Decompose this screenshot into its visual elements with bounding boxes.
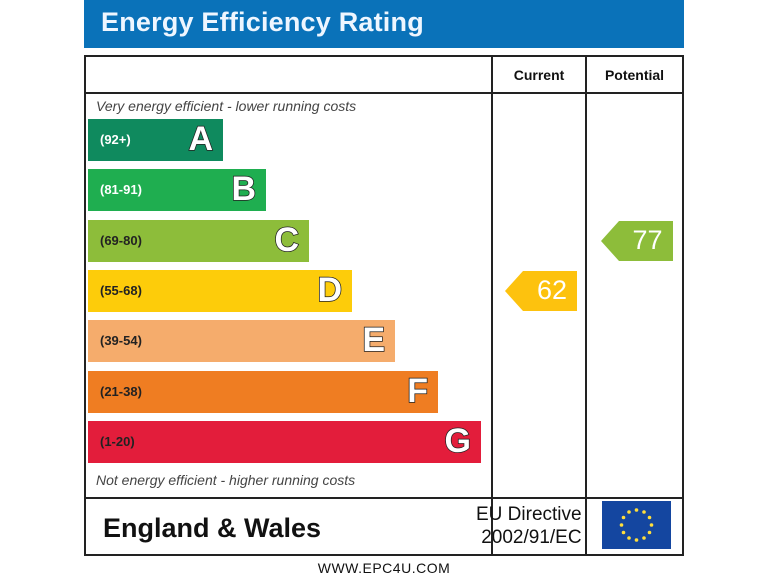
footer-row-divider (86, 497, 682, 499)
column-header-potential: Potential (604, 67, 665, 83)
potential-rating-arrow: 77 (600, 220, 673, 261)
band-range-label: (92+) (100, 132, 131, 147)
column-divider-potential (585, 57, 587, 554)
band-letter: B (231, 170, 257, 210)
eu-directive-label: EU Directive 2002/91/EC (476, 503, 582, 549)
current-rating-arrow: 62 (505, 270, 577, 311)
header-bar: Energy Efficiency Rating (84, 0, 684, 48)
band-letter: F (406, 371, 428, 411)
band-range-label: (55-68) (100, 282, 142, 298)
band-letter: E (362, 320, 386, 360)
band-range-label: (69-80) (100, 232, 142, 248)
band-range-label: (39-54) (100, 333, 142, 349)
band-letter: A (188, 119, 214, 159)
band-letter: C (274, 220, 300, 260)
website-label: WWW.EPC4U.COM (317, 560, 451, 576)
rating-table: Current Potential Very energy efficient … (84, 55, 684, 556)
band-a: (92+) A (88, 119, 223, 161)
band-c: (69-80) C (88, 219, 309, 262)
band-b: (81-91) B (88, 169, 266, 212)
band-range-label: (81-91) (100, 182, 142, 198)
band-letter: D (317, 270, 343, 310)
eu-flag-icon (602, 501, 671, 549)
directive-line-1: EU Directive (476, 504, 582, 525)
band-range-label: (1-20) (100, 433, 135, 449)
band-letter: G (444, 421, 472, 461)
column-header-current: Current (513, 67, 565, 83)
directive-line-2: 2002/91/EC (481, 527, 582, 548)
band-d: (55-68) D (88, 269, 352, 312)
header-row-divider (86, 92, 682, 94)
column-divider-current (491, 57, 493, 554)
band-range-label: (21-38) (100, 383, 142, 399)
current-rating-value: 62 (536, 274, 567, 305)
potential-rating-value: 77 (632, 224, 663, 255)
chart-title: Energy Efficiency Rating (101, 7, 424, 37)
band-g: (1-20) G (88, 420, 481, 463)
caption-efficient: Very energy efficient - lower running co… (96, 98, 357, 114)
band-e: (39-54) E (88, 320, 395, 363)
caption-inefficient: Not energy efficient - higher running co… (96, 472, 356, 488)
region-label: England & Wales (103, 513, 322, 543)
band-f: (21-38) F (88, 370, 438, 413)
